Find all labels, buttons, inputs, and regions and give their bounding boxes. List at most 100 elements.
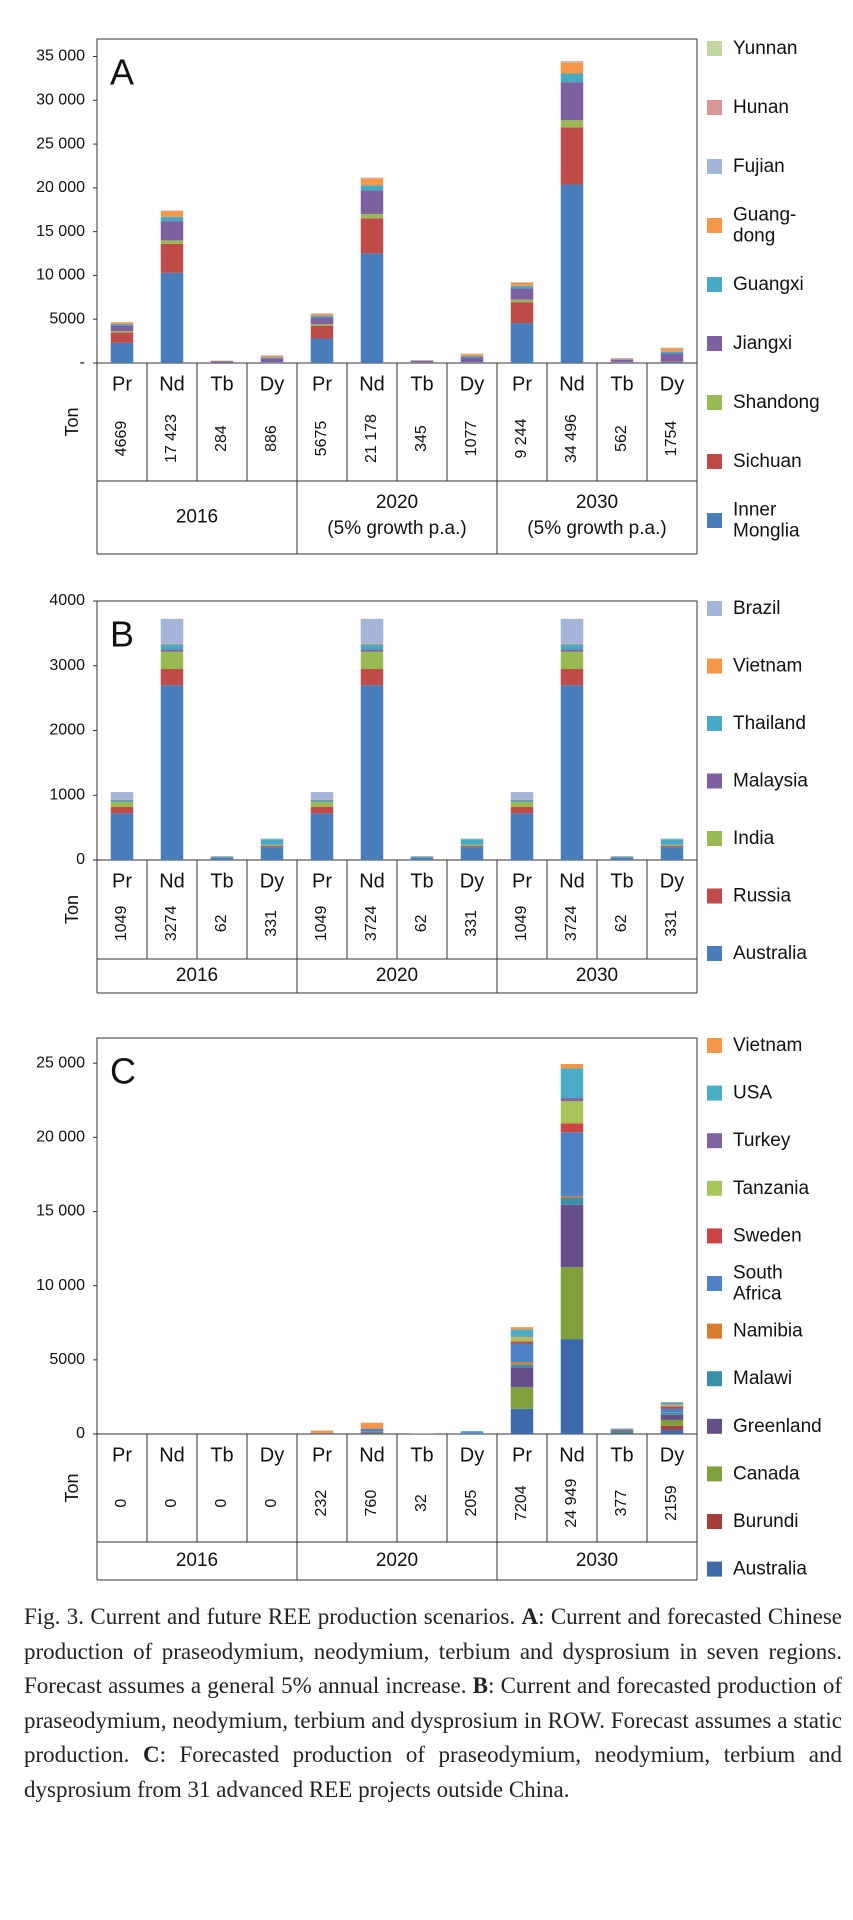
legend-label: Vietnam (733, 656, 802, 677)
bar-segment (510, 1367, 534, 1388)
bar-segment (660, 846, 684, 848)
bar-segment (260, 838, 284, 840)
category-label: Tb (410, 373, 433, 395)
y-tick-label: 10 000 (36, 267, 85, 284)
legend-label: Vietnam (733, 1035, 802, 1056)
bar-segment (560, 651, 584, 669)
group-label: 2030 (576, 965, 618, 986)
bar-segment (660, 1429, 684, 1434)
bar-segment (510, 806, 534, 814)
legend-label: Inner Monglia (733, 500, 800, 542)
legend-swatch (707, 716, 722, 731)
legend-swatch (707, 1228, 722, 1244)
legend-label: Guang-dong (733, 205, 796, 247)
caption-text: C (142, 1742, 160, 1768)
y-tick-label: 4000 (49, 592, 85, 609)
category-label: Nd (159, 1444, 185, 1466)
bar-segment (360, 643, 384, 645)
legend-label: USA (733, 1083, 772, 1104)
legend-swatch (707, 218, 722, 233)
group-label: 2020 (376, 492, 418, 513)
bar-segment (510, 792, 534, 800)
category-label: Pr (112, 870, 132, 892)
y-tick-label: 0 (76, 1425, 85, 1442)
legend-label: Burundi (733, 1511, 799, 1532)
bar-segment (660, 1425, 684, 1430)
legend-label: Tanzania (733, 1178, 809, 1199)
bar-segment (410, 360, 434, 363)
category-label: Nd (359, 373, 385, 395)
bar-segment (660, 348, 684, 352)
bar-segment (360, 213, 384, 219)
total-label: 1077 (463, 421, 480, 457)
bar-segment (460, 354, 484, 357)
category-label: Dy (660, 373, 684, 395)
y-tick-label: 30 000 (36, 92, 85, 109)
bar-segment (560, 644, 584, 650)
bar-segment (660, 351, 684, 354)
bar-segment (660, 1402, 684, 1405)
bar-segment (110, 801, 134, 807)
group-label: 2016 (176, 507, 218, 528)
legend-swatch (707, 454, 722, 469)
total-label: 0 (213, 1499, 230, 1508)
bar-segment (310, 338, 334, 363)
group-label: 2016 (176, 965, 218, 986)
legend-label: Hunan (733, 97, 789, 118)
y-tick-label: 35 000 (36, 48, 85, 65)
category-label: Tb (210, 870, 233, 892)
bar-segment (160, 240, 184, 244)
bar-segment (360, 685, 384, 860)
caption-text: B (472, 1673, 489, 1699)
bar-segment (510, 323, 534, 363)
total-label: 1049 (113, 905, 130, 941)
total-label: 886 (263, 425, 280, 452)
bar-segment (510, 1387, 534, 1409)
total-label: 3724 (363, 905, 380, 941)
legend-swatch (707, 513, 722, 528)
bar-segment (560, 1197, 584, 1205)
bar-segment (560, 643, 584, 645)
bar-segment (510, 1362, 534, 1365)
total-label: 17 423 (163, 414, 180, 463)
bar-segment (460, 844, 484, 847)
bar-segment (510, 282, 534, 283)
bar-segment (560, 184, 584, 363)
bar-segment (510, 801, 534, 802)
category-label: Dy (460, 373, 484, 395)
legend-swatch (707, 1038, 722, 1053)
legend-label: Malaysia (733, 771, 808, 792)
bar-segment (460, 1433, 484, 1434)
bar-segment (660, 1419, 684, 1426)
legend-swatch (707, 1276, 722, 1291)
bar-segment (110, 806, 134, 814)
legend-label: Australia (733, 943, 807, 964)
bar-segment (560, 82, 584, 121)
bar-segment (260, 362, 284, 363)
bar-segment (310, 324, 334, 326)
bar-segment (460, 362, 484, 363)
y-tick-label: 20 000 (36, 1129, 85, 1146)
total-label: 1049 (513, 905, 530, 941)
y-tick-label: 5000 (49, 1351, 85, 1368)
category-label: Nd (559, 1444, 585, 1466)
bar-segment (260, 357, 284, 359)
y-tick-label: 5000 (49, 310, 85, 327)
bar-segment (160, 211, 184, 217)
group-label: 2020 (376, 1550, 418, 1571)
category-label: Dy (660, 1444, 684, 1466)
bar-segment (660, 1406, 684, 1409)
bar-segment (310, 1430, 334, 1433)
bar-segment (160, 643, 184, 645)
category-label: Nd (559, 870, 585, 892)
caption-text: : Current and forecasted Chinese product… (24, 1604, 842, 1699)
bar-segment (460, 847, 484, 860)
bar-segment (110, 322, 134, 325)
total-label: 7204 (513, 1485, 530, 1521)
plot-frame (96, 600, 698, 861)
bar-segment (110, 325, 134, 332)
bar-segment (360, 178, 384, 186)
legend-swatch (707, 100, 722, 115)
category-label: Pr (312, 373, 332, 395)
total-label: 331 (463, 910, 480, 937)
